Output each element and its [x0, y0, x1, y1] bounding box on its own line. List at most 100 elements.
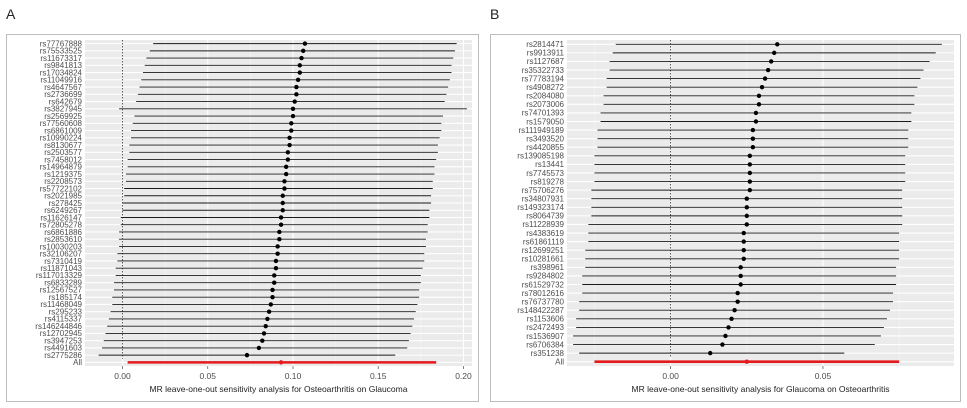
snp-estimate-point — [750, 136, 756, 141]
snp-estimate-point — [756, 102, 762, 107]
snp-estimate-point — [285, 150, 291, 155]
x-tick-label: 0.00 — [114, 371, 131, 381]
leave-one-out-plot-a: 0.00 0.05 0.10 0.15 0.20 rs77767888 rs75533525… — [6, 34, 479, 402]
snp-label: rs398961 — [531, 263, 565, 272]
snp-label: rs4647567 — [44, 83, 82, 92]
snp-label: rs7458012 — [44, 155, 82, 164]
snp-label: rs77767888 — [40, 39, 83, 48]
snp-label: rs75533525 — [40, 47, 83, 56]
snp-estimate-point — [280, 193, 285, 198]
snp-label: rs185174 — [49, 293, 83, 302]
snp-label: rs1536907 — [526, 332, 564, 341]
snp-label: rs77783194 — [522, 74, 565, 83]
snp-label: rs7310419 — [44, 257, 82, 266]
snp-estimate-point — [261, 331, 267, 336]
snp-label: rs11626147 — [40, 213, 82, 222]
snp-estimate-point — [256, 345, 262, 351]
snp-estimate-point — [297, 63, 303, 68]
snp-estimate-point — [295, 77, 301, 83]
snp-label: rs17034824 — [40, 68, 83, 77]
snp-label: rs3947253 — [44, 336, 82, 345]
snp-estimate-point — [750, 145, 756, 150]
snp-estimate-point — [263, 323, 268, 329]
x-tick-label: 0.05 — [815, 371, 832, 381]
snp-estimate-point — [275, 251, 280, 256]
snp-label: rs4908272 — [526, 83, 564, 92]
snp-label: rs12702945 — [40, 329, 83, 338]
snp-estimate-point — [273, 258, 279, 264]
snp-label: rs61529732 — [522, 280, 565, 289]
snp-label: rs57722102 — [40, 184, 83, 193]
snp-label: rs4383619 — [526, 229, 564, 238]
snp-estimate-point — [277, 237, 282, 242]
snp-label: rs7745573 — [526, 169, 564, 178]
snp-label: rs3827945 — [44, 105, 82, 114]
snp-label: rs2084080 — [526, 92, 564, 101]
panel-letter-a: A — [6, 6, 16, 22]
snp-estimate-point — [290, 106, 296, 112]
snp-estimate-point — [278, 222, 284, 227]
overall-label: All — [73, 358, 82, 367]
snp-estimate-point — [744, 222, 749, 227]
snp-label: rs4420855 — [526, 143, 564, 152]
snp-estimate-point — [738, 282, 743, 287]
snp-estimate-point — [265, 316, 270, 322]
snp-label: rs2208573 — [44, 177, 82, 186]
snp-label: rs11228939 — [522, 220, 564, 229]
x-tick-label: 0.10 — [285, 371, 302, 381]
snp-label: rs76737780 — [522, 297, 565, 306]
snp-estimate-point — [744, 196, 749, 201]
snp-estimate-point — [756, 93, 762, 98]
snp-estimate-point — [292, 99, 297, 104]
snp-estimate-point — [272, 273, 277, 278]
snp-label: rs139085198 — [517, 152, 564, 161]
snp-label: rs117013329 — [36, 271, 83, 280]
snp-estimate-point — [744, 205, 749, 210]
overall-estimate-point — [744, 359, 749, 364]
snp-estimate-point — [278, 215, 284, 220]
snp-label: rs6833289 — [44, 278, 82, 287]
snp-estimate-point — [289, 128, 294, 133]
snp-estimate-point — [283, 171, 289, 177]
snp-label: rs32106207 — [40, 250, 83, 259]
snp-estimate-point — [738, 265, 743, 270]
snp-estimate-point — [294, 84, 299, 90]
snp-estimate-point — [290, 113, 296, 119]
snp-label: rs72805278 — [40, 221, 83, 230]
snp-label: rs2814471 — [526, 40, 564, 49]
snp-label: rs6249267 — [44, 206, 82, 215]
forest-plot-b: 0.00 0.05 rs2814471rs9913911rs1127687rs353… — [517, 40, 954, 394]
snp-estimate-point — [747, 170, 753, 176]
snp-estimate-point — [741, 247, 746, 253]
snp-label: rs75706276 — [522, 186, 565, 195]
snp-label: rs149323174 — [517, 203, 564, 212]
snp-estimate-point — [741, 256, 746, 261]
snp-label: rs278425 — [49, 199, 83, 208]
snp-label: rs11673317 — [40, 54, 82, 63]
snp-label: rs6861009 — [44, 126, 82, 135]
overall-label: All — [555, 358, 564, 367]
snp-estimate-point — [268, 302, 274, 307]
snp-label: rs78012616 — [522, 289, 565, 298]
snp-label: rs11049916 — [40, 76, 82, 85]
snp-estimate-point — [741, 230, 746, 236]
snp-estimate-point — [282, 179, 287, 184]
snp-estimate-point — [720, 342, 725, 347]
snp-label: rs1219375 — [44, 170, 82, 179]
snp-label: rs11871043 — [40, 264, 82, 273]
snp-label: rs1127687 — [527, 57, 565, 66]
snp-label: rs3493520 — [526, 134, 564, 143]
snp-label: rs11468049 — [40, 300, 82, 309]
snp-estimate-point — [775, 42, 780, 47]
snp-label: rs74701393 — [522, 109, 565, 118]
snp-label: rs2472493 — [526, 323, 564, 332]
snp-label: rs6861886 — [44, 228, 82, 237]
snp-estimate-point — [723, 333, 728, 339]
snp-estimate-point — [273, 266, 279, 271]
snp-label: rs1579050 — [526, 117, 564, 126]
snp-estimate-point — [708, 350, 713, 356]
snp-estimate-point — [244, 352, 250, 358]
snp-label: rs2569925 — [44, 112, 82, 121]
leave-one-out-plot-b: 0.00 0.05 rs2814471 rs9913911 rs1127687 rs353… — [490, 34, 961, 402]
snp-estimate-point — [297, 70, 303, 75]
